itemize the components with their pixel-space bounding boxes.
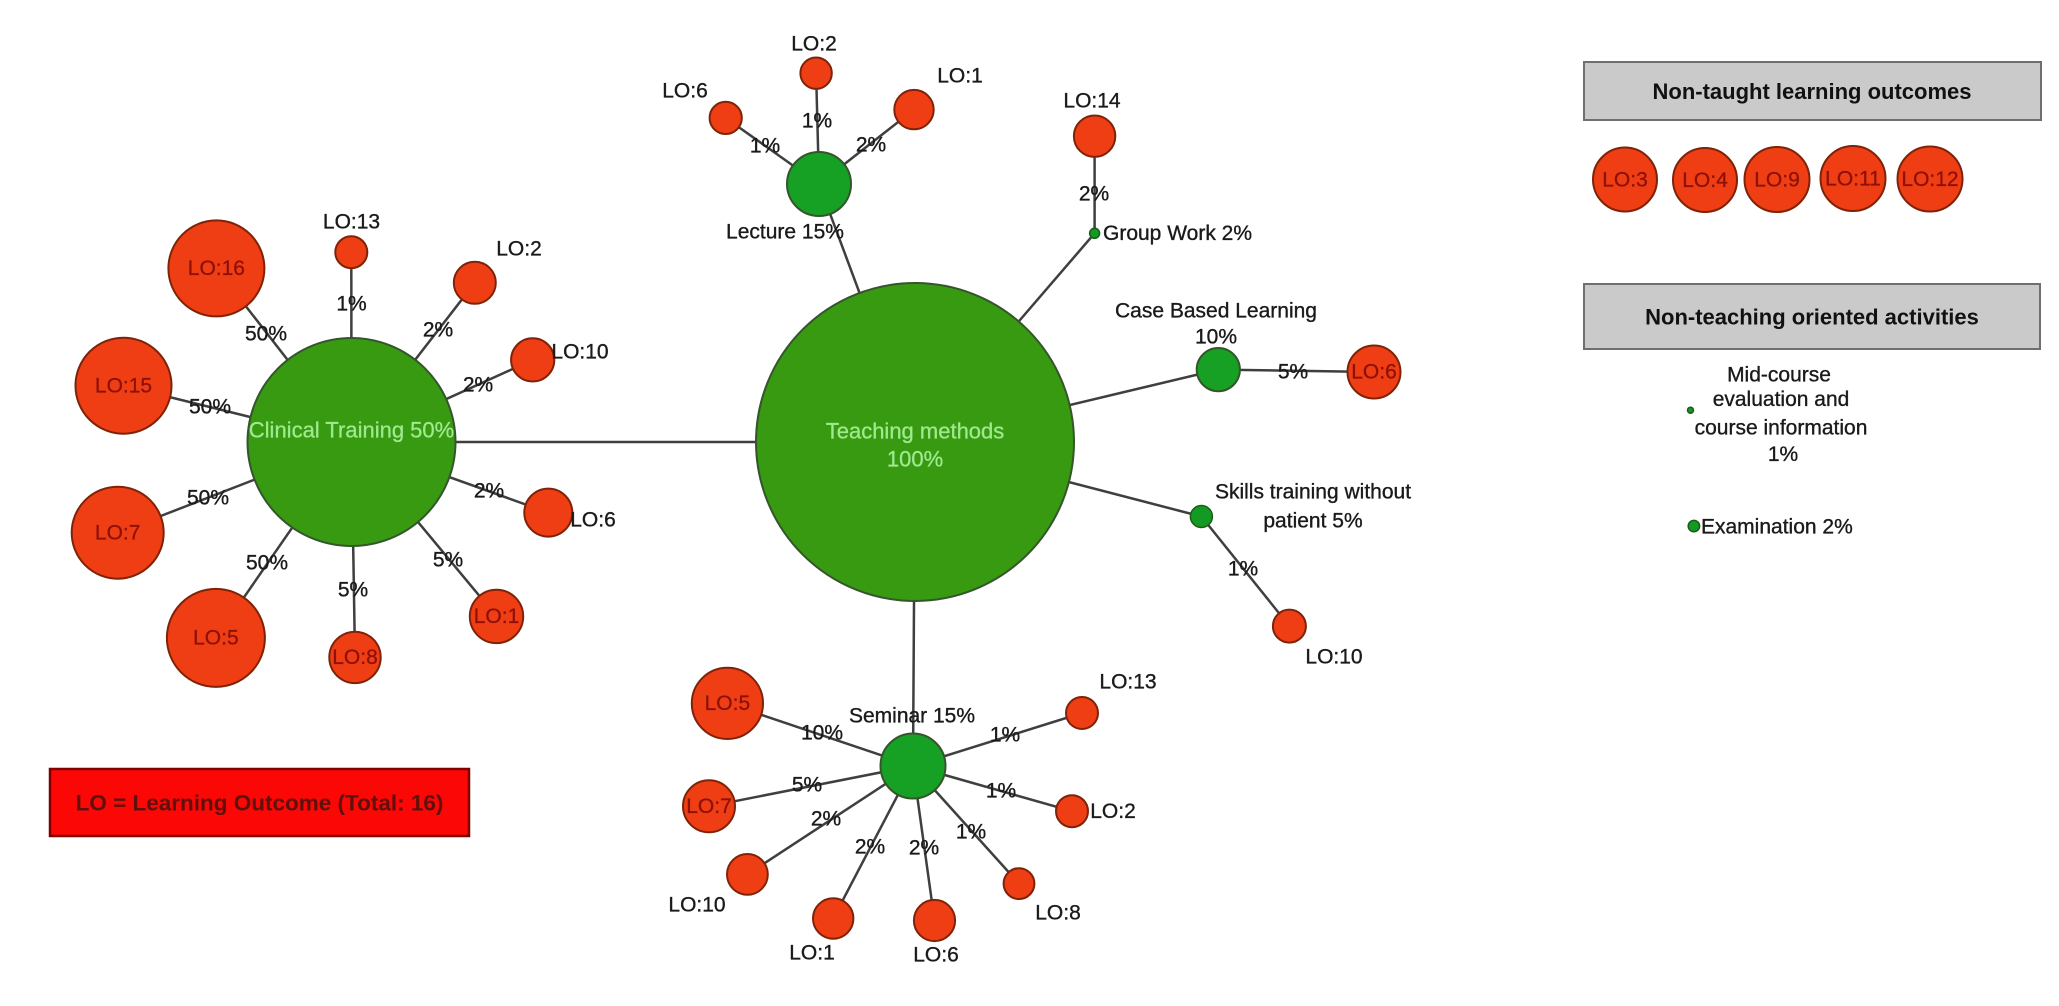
svg-text:1%: 1% [956, 821, 986, 844]
svg-text:patient 5%: patient 5% [1263, 510, 1362, 533]
svg-text:evaluation and: evaluation and [1713, 388, 1850, 411]
svg-text:Mid-course: Mid-course [1727, 364, 1831, 387]
svg-text:LO:7: LO:7 [686, 795, 732, 818]
svg-text:LO:13: LO:13 [1099, 671, 1156, 694]
svg-text:Clinical Training 50%: Clinical Training 50% [249, 418, 454, 443]
svg-text:5%: 5% [338, 579, 368, 602]
svg-text:50%: 50% [245, 323, 287, 346]
svg-text:2%: 2% [423, 319, 453, 342]
svg-text:LO:12: LO:12 [1901, 168, 1958, 191]
svg-text:LO:7: LO:7 [95, 522, 141, 545]
svg-text:2%: 2% [856, 134, 886, 157]
svg-text:1%: 1% [986, 780, 1016, 803]
svg-text:LO:8: LO:8 [1035, 902, 1081, 925]
svg-text:LO:3: LO:3 [1602, 169, 1648, 192]
svg-text:5%: 5% [433, 549, 463, 572]
svg-text:Examination 2%: Examination 2% [1701, 516, 1853, 539]
svg-text:LO:4: LO:4 [1682, 169, 1728, 192]
svg-text:LO:6: LO:6 [1351, 361, 1397, 384]
svg-text:LO:11: LO:11 [1825, 168, 1881, 191]
svg-text:Seminar 15%: Seminar 15% [849, 705, 975, 728]
svg-text:LO:10: LO:10 [668, 894, 725, 917]
svg-text:LO = Learning Outcome (Total:: LO = Learning Outcome (Total: 16) [76, 791, 444, 816]
svg-text:1%: 1% [990, 724, 1020, 747]
svg-text:50%: 50% [246, 552, 288, 575]
svg-text:LO:2: LO:2 [791, 33, 837, 56]
svg-text:5%: 5% [792, 774, 822, 797]
svg-text:Group Work 2%: Group Work 2% [1103, 222, 1252, 245]
svg-text:Case Based Learning: Case Based Learning [1115, 300, 1317, 323]
svg-text:2%: 2% [909, 837, 939, 860]
svg-text:LO:5: LO:5 [193, 627, 239, 650]
svg-text:50%: 50% [187, 487, 229, 510]
svg-text:Non-taught learning outcomes: Non-taught learning outcomes [1653, 79, 1972, 104]
svg-text:LO:8: LO:8 [332, 646, 378, 669]
svg-text:1%: 1% [802, 110, 832, 133]
svg-text:LO:1: LO:1 [474, 605, 520, 628]
svg-text:2%: 2% [1079, 183, 1109, 206]
svg-text:LO:2: LO:2 [1090, 800, 1136, 823]
svg-text:LO:10: LO:10 [551, 341, 608, 364]
svg-text:LO:6: LO:6 [570, 509, 616, 532]
svg-text:1%: 1% [750, 135, 780, 158]
svg-text:2%: 2% [855, 836, 885, 859]
svg-text:50%: 50% [189, 396, 231, 419]
svg-text:LO:13: LO:13 [323, 211, 380, 234]
svg-text:LO:6: LO:6 [913, 944, 959, 967]
svg-text:LO:1: LO:1 [937, 65, 983, 88]
svg-text:LO:2: LO:2 [496, 238, 542, 261]
svg-text:1%: 1% [1768, 443, 1798, 466]
svg-text:LO:16: LO:16 [188, 257, 245, 280]
svg-text:LO:1: LO:1 [789, 942, 835, 965]
svg-text:Non-teaching oriented activiti: Non-teaching oriented activities [1645, 305, 1979, 330]
svg-text:1%: 1% [336, 293, 366, 316]
svg-text:Skills training without: Skills training without [1215, 481, 1411, 504]
svg-text:LO:9: LO:9 [1754, 169, 1800, 192]
svg-text:LO:5: LO:5 [705, 692, 751, 715]
svg-text:Teaching methods: Teaching methods [826, 419, 1005, 444]
svg-text:LO:15: LO:15 [95, 375, 152, 398]
svg-text:10%: 10% [1195, 326, 1237, 349]
svg-text:LO:10: LO:10 [1305, 646, 1362, 669]
svg-text:10%: 10% [801, 722, 843, 745]
svg-text:course information: course information [1695, 417, 1868, 440]
svg-text:5%: 5% [1278, 361, 1308, 384]
svg-text:LO:6: LO:6 [662, 80, 708, 103]
svg-text:2%: 2% [811, 808, 841, 831]
svg-text:1%: 1% [1228, 558, 1258, 581]
svg-text:Lecture 15%: Lecture 15% [726, 221, 844, 244]
svg-text:LO:14: LO:14 [1063, 90, 1121, 113]
svg-text:2%: 2% [474, 480, 504, 503]
svg-text:100%: 100% [887, 447, 943, 472]
svg-text:2%: 2% [463, 374, 493, 397]
